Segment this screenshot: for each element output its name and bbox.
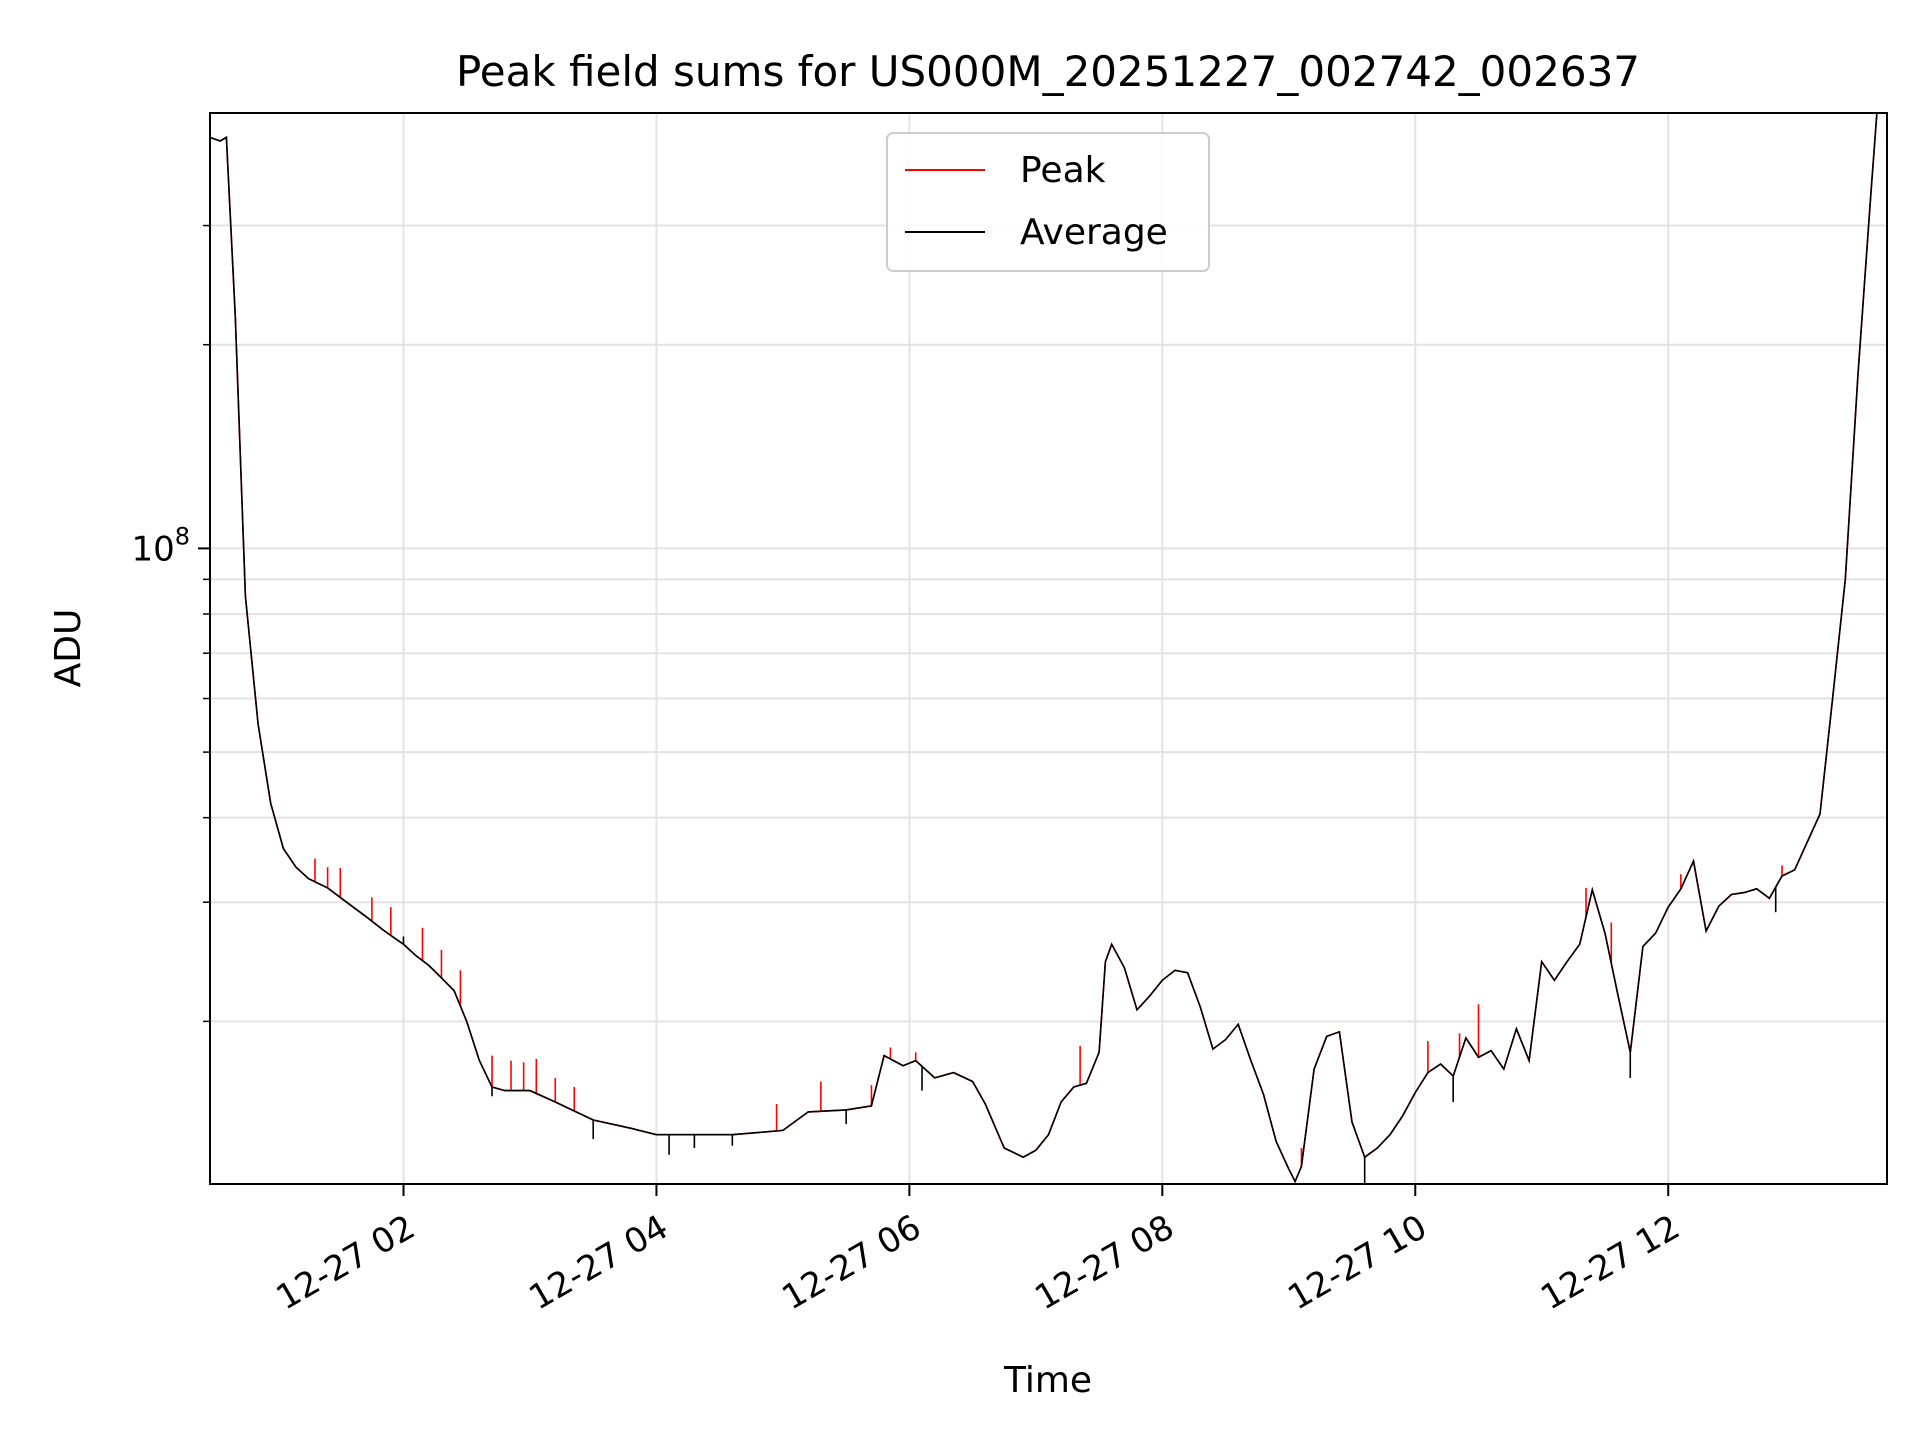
average-series-line [210,113,1878,1184]
y-axis-label: ADU [48,609,89,688]
legend: Peak Average [886,132,1210,272]
plot-frame [209,112,1888,1185]
legend-box [886,132,1210,272]
grid [210,113,1887,1184]
plot-series [210,113,1878,1184]
chart-title: Peak field sums for US000M_20251227_0027… [456,47,1640,96]
legend-peak-label: Peak [1020,150,1106,191]
legend-average-label: Average [1020,212,1168,253]
x-axis-label: Time [1003,1360,1092,1401]
y-tick-label: 108 [131,522,190,569]
